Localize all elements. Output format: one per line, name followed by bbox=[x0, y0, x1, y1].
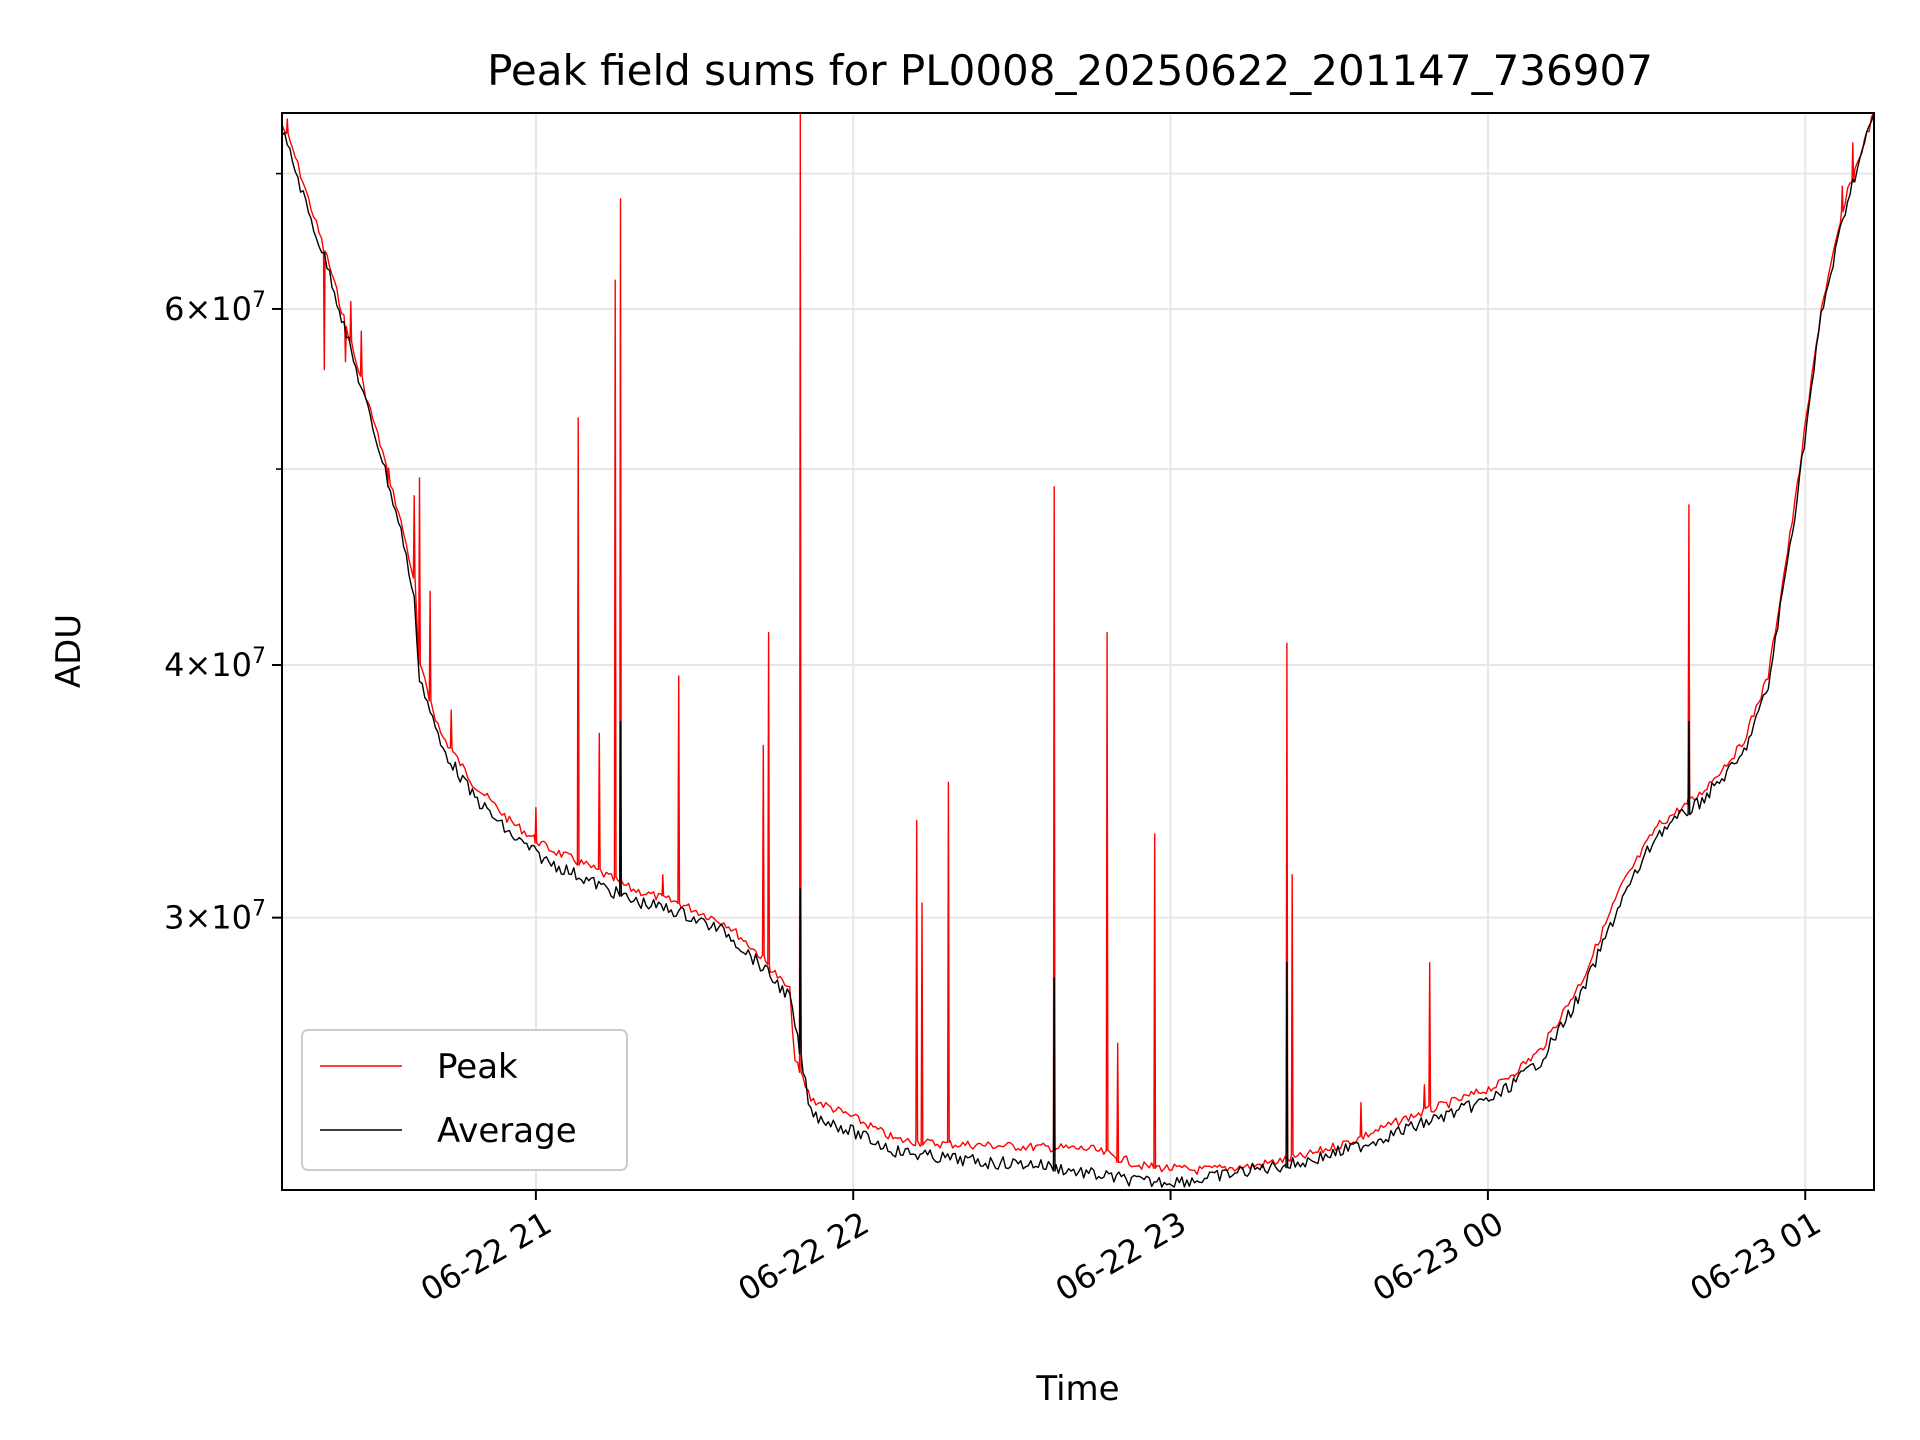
legend: Peak Average bbox=[301, 1029, 628, 1171]
y-tick-label: 4×107 bbox=[164, 644, 266, 684]
grid bbox=[282, 113, 1874, 1190]
series-line-average bbox=[281, 112, 1875, 1188]
y-tick-label: 3×107 bbox=[164, 897, 266, 937]
y-axis-label: ADU bbox=[49, 614, 89, 688]
legend-peak-label: Peak bbox=[437, 1047, 518, 1087]
legend-box bbox=[301, 1029, 628, 1171]
series-lines bbox=[281, 112, 1875, 1188]
series-line-peak bbox=[281, 112, 1875, 1175]
plot-frame bbox=[281, 112, 1875, 1191]
legend-average-label: Average bbox=[437, 1111, 577, 1151]
chart-title: Peak field sums for PL0008_20250622_2011… bbox=[487, 46, 1653, 95]
y-axis-ticks: 3×107 4×107 6×107 bbox=[164, 172, 282, 937]
x-axis-label: Time bbox=[1035, 1369, 1119, 1409]
y-tick-label: 6×107 bbox=[164, 288, 266, 328]
